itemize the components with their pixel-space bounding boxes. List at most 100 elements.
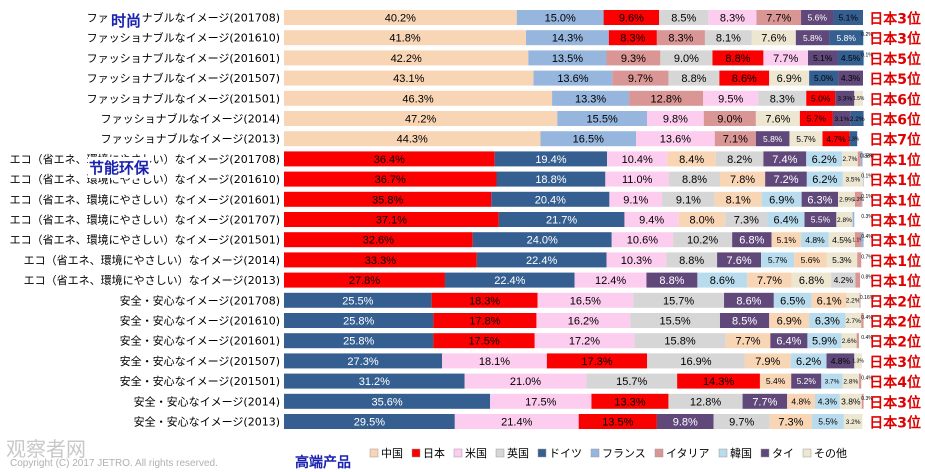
bar-segment	[442, 353, 547, 369]
bar-segment	[787, 393, 815, 409]
bar-segment	[609, 191, 663, 207]
bar-value-label: 2.7%	[843, 156, 858, 163]
bar-segment	[647, 111, 704, 126]
bar-value-label: 7.7%	[773, 53, 798, 65]
bar-segment	[612, 70, 669, 86]
bar-value-label: 3.2%	[846, 419, 861, 426]
bar-value-label: 44.3%	[397, 134, 428, 146]
bar-segment	[668, 70, 720, 86]
bar-segment	[714, 191, 762, 207]
bar-value-label: 1.2%	[853, 197, 865, 203]
legend-swatch	[590, 448, 600, 458]
bar-segment	[759, 373, 792, 389]
bar-value-label: 0.1%	[861, 174, 873, 180]
bar-value-label: 9.8%	[673, 416, 698, 428]
japan-rank-label: 日本1位	[869, 253, 921, 270]
category-label: エコ（省エネ、環境にやさしい）なイメージ(201707)	[10, 213, 280, 227]
bar-segment	[634, 333, 726, 349]
bar-value-label: 5.5%	[811, 215, 831, 225]
bar-segment	[526, 30, 609, 46]
bar-segment	[536, 313, 631, 328]
category-label: ファッショナブルなイメージ(2014)	[101, 112, 280, 126]
bar-value-label: 18.3%	[469, 295, 500, 307]
bar-segment	[837, 50, 864, 66]
bar-segment	[854, 191, 862, 207]
bar-segment	[789, 131, 823, 147]
bar-value-label: 3.8%	[841, 396, 861, 406]
bar-value-label: 1.1%	[852, 238, 864, 244]
bar-segment	[630, 313, 720, 328]
bar-value-label: 5.7%	[796, 134, 816, 144]
bar-value-label: 35.6%	[371, 396, 402, 408]
watermark: 观察者网	[6, 437, 86, 461]
bar-value-label: 8.8%	[682, 174, 707, 186]
bar-segment	[608, 30, 657, 46]
bar-value-label: 6.4%	[776, 336, 801, 348]
bar-value-label: 27.3%	[347, 356, 378, 368]
bar-value-label: 8.8%	[681, 73, 706, 85]
bar-value-label: 0.4%	[861, 234, 873, 240]
category-label: 安全・安心なイメージ(201610)	[120, 314, 280, 328]
bar-segment	[704, 30, 752, 46]
japan-rank-label: 日本2位	[869, 314, 921, 331]
bar-value-label: 6.9%	[777, 73, 802, 85]
bar-segment	[714, 131, 756, 147]
bar-segment	[444, 272, 575, 288]
bar-value-label: 13.5%	[602, 416, 633, 428]
bar-segment	[496, 171, 606, 187]
bar-value-label: 8.3%	[620, 33, 645, 45]
category-label: ファッショナブルなイメージ(201501)	[87, 91, 280, 105]
bar-value-label: 1.5%	[853, 96, 865, 102]
bar-segment	[725, 333, 771, 349]
bar-value-label: 2.8%	[837, 217, 852, 224]
category-label: エコ（省エネ、環境にやさしい）なイメージ(201501)	[10, 233, 280, 247]
bar-value-label: 7.7%	[757, 275, 782, 287]
bar-value-label: 5.0%	[814, 73, 834, 83]
bar-value-label: 9.6%	[619, 12, 644, 24]
bar-value-label: 10.3%	[621, 255, 652, 267]
bar-segment	[660, 50, 713, 66]
bar-value-label: 0.1%	[861, 52, 873, 58]
bar-segment	[284, 191, 492, 207]
bar-value-label: 36.4%	[374, 154, 405, 166]
bar-segment	[747, 272, 792, 288]
bar-value-label: 5.8%	[803, 33, 823, 43]
legend-label: 韓国	[730, 447, 752, 460]
bar-segment	[828, 232, 855, 248]
bar-segment	[534, 333, 635, 349]
bar-segment	[861, 232, 864, 248]
japan-rank-label: 日本7位	[869, 132, 921, 149]
bar-segment	[537, 292, 634, 308]
bar-value-label: 5.2%	[797, 376, 817, 386]
bar-segment	[713, 414, 770, 429]
bar-value-label: 46.3%	[402, 93, 433, 105]
bar-value-label: 14.3%	[552, 33, 583, 45]
bar-value-label: 8.0%	[689, 214, 714, 226]
bar-value-label: 13.5%	[552, 53, 583, 65]
bar-value-label: 2.2%	[850, 116, 865, 123]
bar-value-label: 7.2%	[773, 174, 798, 186]
bar-segment	[821, 373, 843, 389]
annotation-luxury: 高端产品	[295, 452, 351, 472]
bar-segment	[284, 90, 553, 106]
bar-segment	[859, 292, 861, 308]
bar-value-label: 4.5%	[841, 53, 861, 63]
bar-value-label: 25.8%	[343, 336, 374, 348]
legend-label: タイ	[772, 447, 794, 460]
bar-value-label: 18.1%	[479, 356, 510, 368]
bar-segment	[857, 151, 861, 167]
annotation-fashion: 时尚	[110, 10, 143, 31]
bar-segment	[284, 70, 534, 86]
bar-segment	[845, 313, 862, 328]
bar-segment	[472, 232, 612, 248]
bar-value-label: 4.3%	[818, 396, 838, 406]
bar-segment	[839, 393, 862, 409]
bar-value-label: 0.4%	[861, 315, 873, 321]
bar-segment	[284, 393, 491, 409]
bar-value-label: 8.1%	[716, 33, 741, 45]
bar-value-label: 32.6%	[363, 235, 394, 247]
bar-segment	[861, 313, 864, 328]
bar-segment	[697, 272, 748, 288]
bar-segment	[284, 30, 527, 46]
bar-value-label: 42.2%	[391, 53, 422, 65]
